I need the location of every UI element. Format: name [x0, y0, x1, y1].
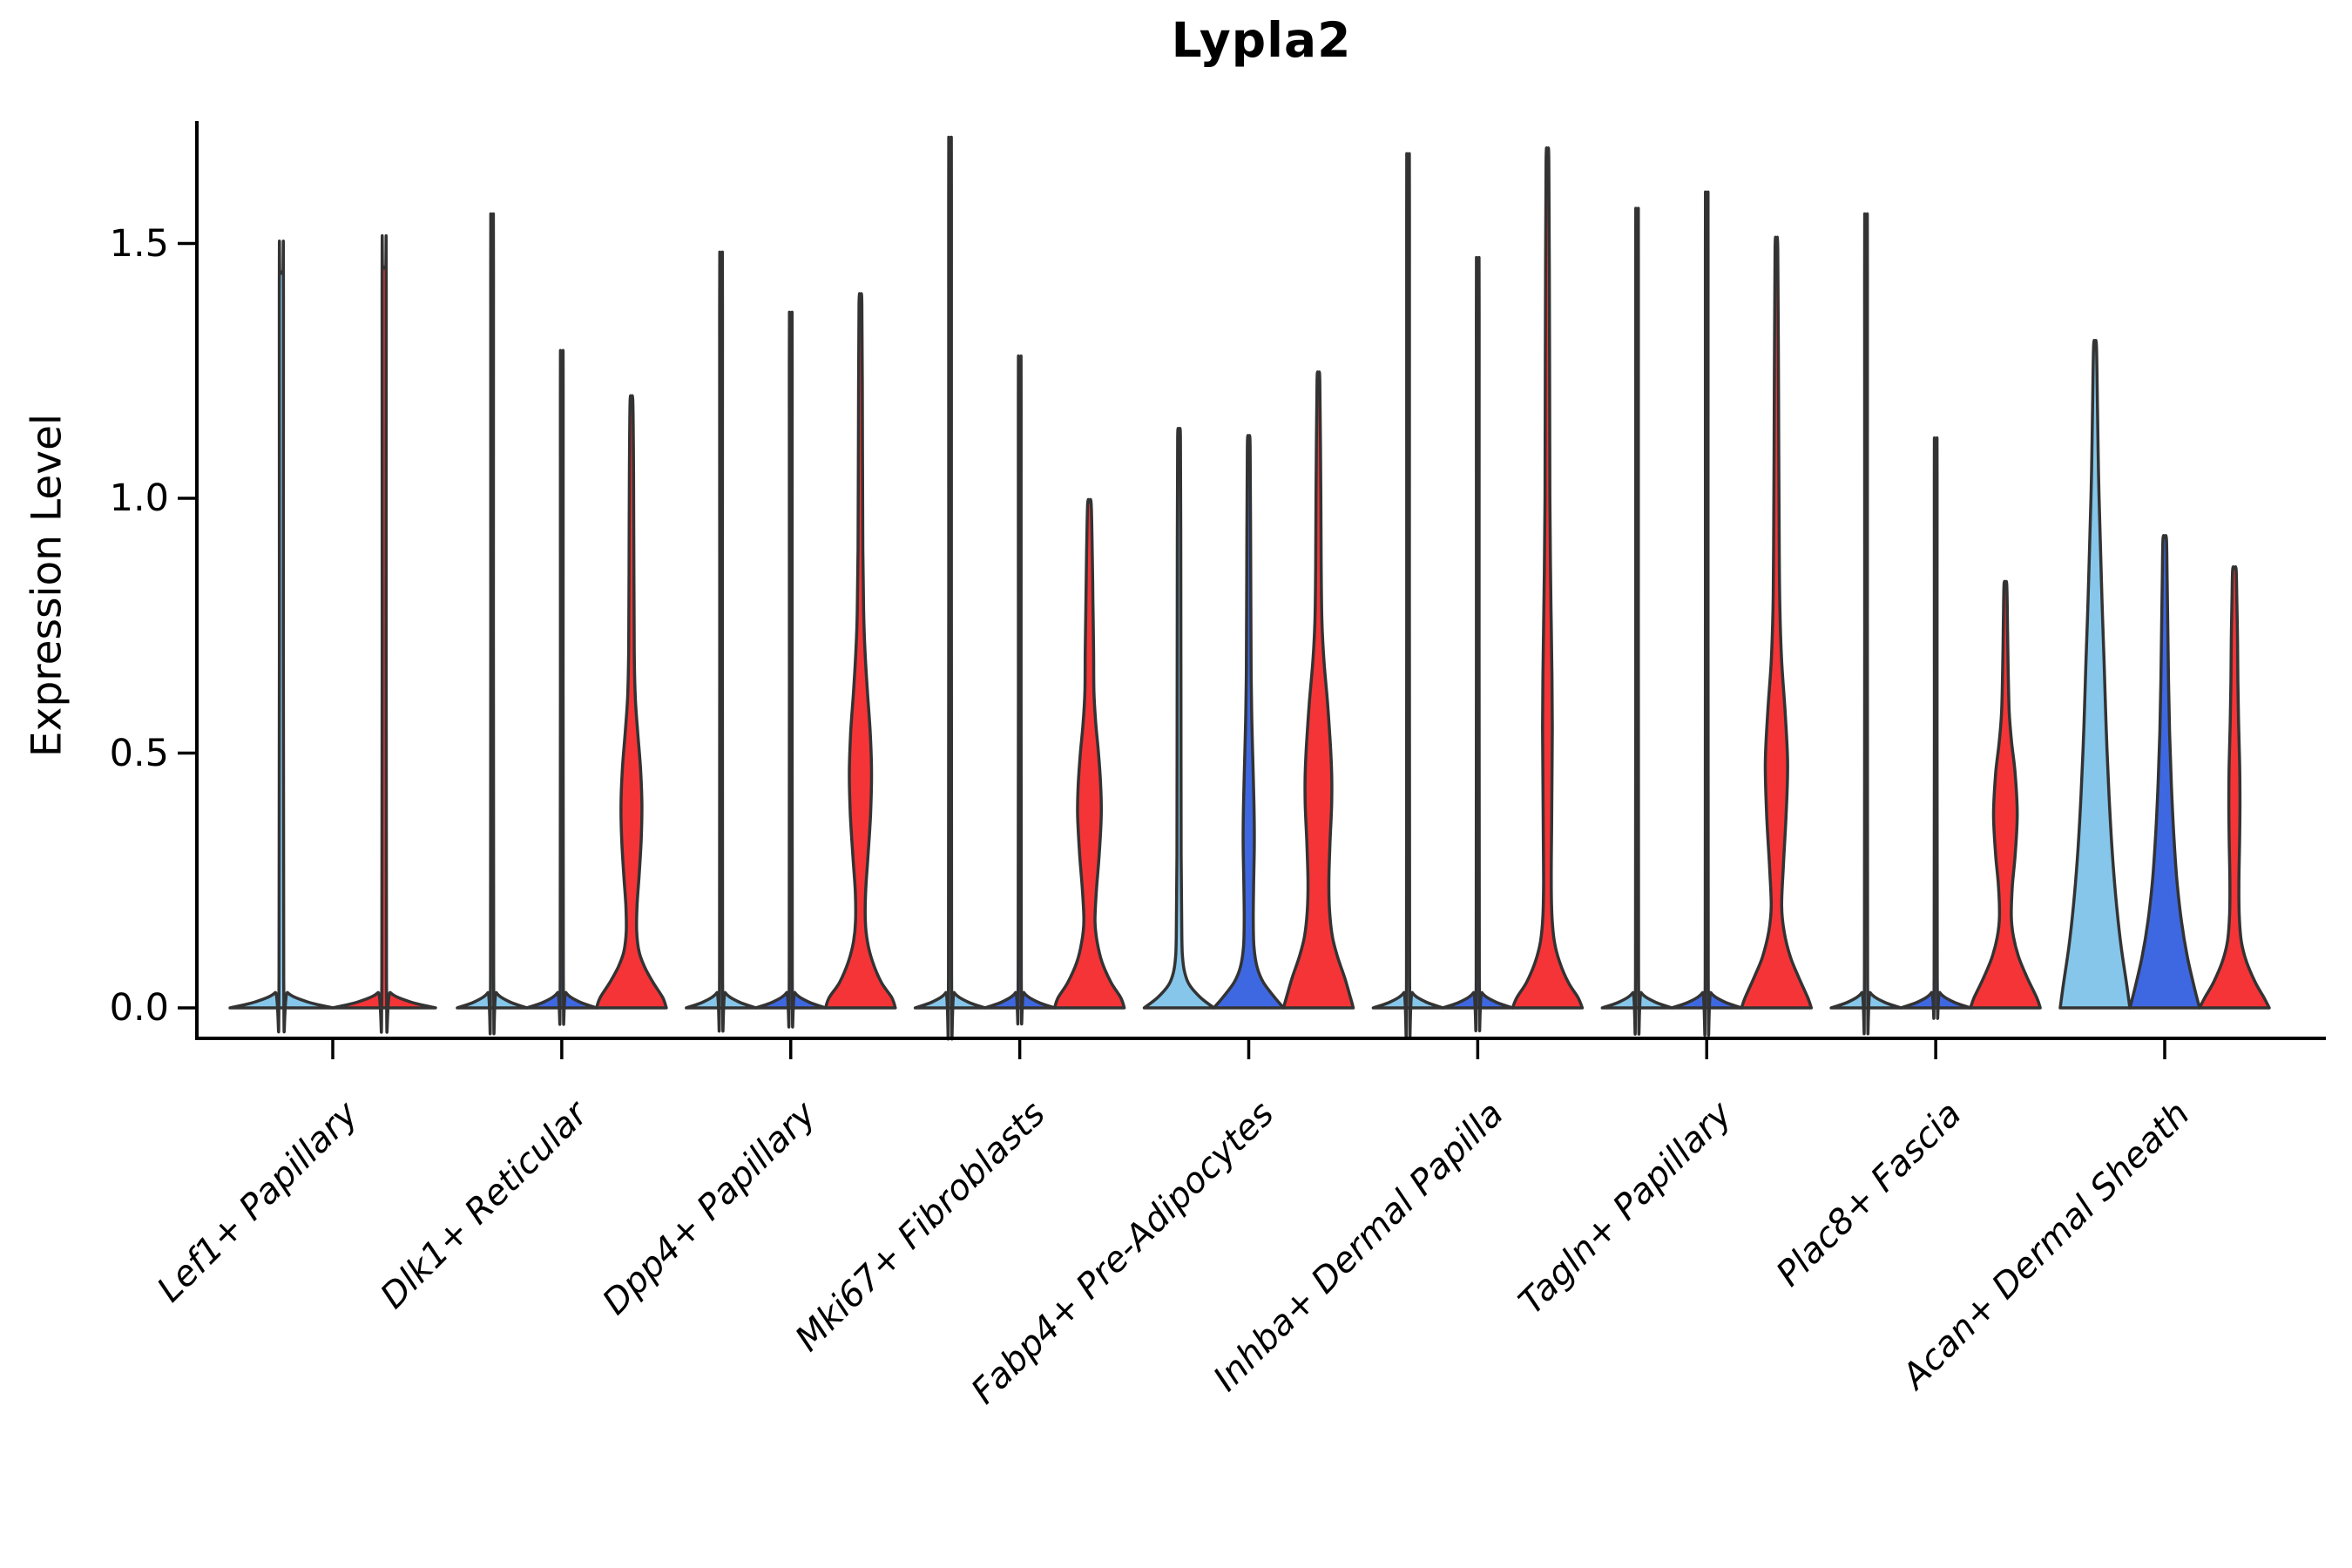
violin-Mki67-Fibroblasts-skyblue [913, 135, 987, 1041]
violin-Tagln-Papillary-red [1740, 235, 1814, 1010]
y-tick-label: 0.5 [109, 731, 169, 775]
y-tick-label: 0.0 [109, 986, 169, 1030]
y-axis-label: Expression Level [23, 413, 71, 758]
violin-Lef1-Papillary-red [331, 233, 437, 1034]
y-tick-label: 1.0 [109, 476, 169, 520]
violin-Fabp4-Pre-Adipocytes-royalblue [1212, 434, 1286, 1010]
violin-Tagln-Papillary-skyblue [1600, 206, 1674, 1036]
chart-title: Lypla2 [1171, 12, 1352, 68]
violin-Tagln-Papillary-royalblue [1670, 190, 1744, 1037]
y-tick-label: 1.5 [109, 221, 169, 266]
violin-Dlk1-Reticular-royalblue [525, 348, 598, 1026]
violin-Inhba-Dermal-Papilla-royalblue [1441, 255, 1515, 1032]
violin-Dpp4-Papillary-royalblue [754, 310, 828, 1029]
violins-layer [228, 135, 2271, 1041]
violin-Inhba-Dermal-Papilla-red [1511, 146, 1585, 1010]
violin-Dpp4-Papillary-red [824, 292, 897, 1010]
violin-Acan-Dermal-Sheath-skyblue [2058, 339, 2132, 1010]
violin-Mki67-Fibroblasts-royalblue [983, 354, 1057, 1025]
violin-Plac8-Fascia-royalblue [1899, 436, 1972, 1020]
violin-Dlk1-Reticular-skyblue [456, 212, 529, 1036]
violin-Inhba-Dermal-Papilla-skyblue [1371, 152, 1445, 1040]
violin-Lef1-Papillary-skyblue [228, 240, 335, 1034]
violin-Plac8-Fascia-red [1969, 579, 2042, 1010]
violin-Acan-Dermal-Sheath-royalblue [2128, 534, 2201, 1010]
violin-Fabp4-Pre-Adipocytes-skyblue [1142, 427, 1216, 1010]
violin-Dpp4-Papillary-skyblue [685, 250, 758, 1033]
violin-Dlk1-Reticular-red [595, 394, 668, 1010]
violin-Mki67-Fibroblasts-red [1052, 497, 1126, 1010]
violin-Acan-Dermal-Sheath-red [2198, 564, 2271, 1010]
axes-layer [178, 121, 2326, 1059]
violin-Fabp4-Pre-Adipocytes-red [1281, 370, 1355, 1010]
violin-Plac8-Fascia-skyblue [1829, 212, 1903, 1036]
